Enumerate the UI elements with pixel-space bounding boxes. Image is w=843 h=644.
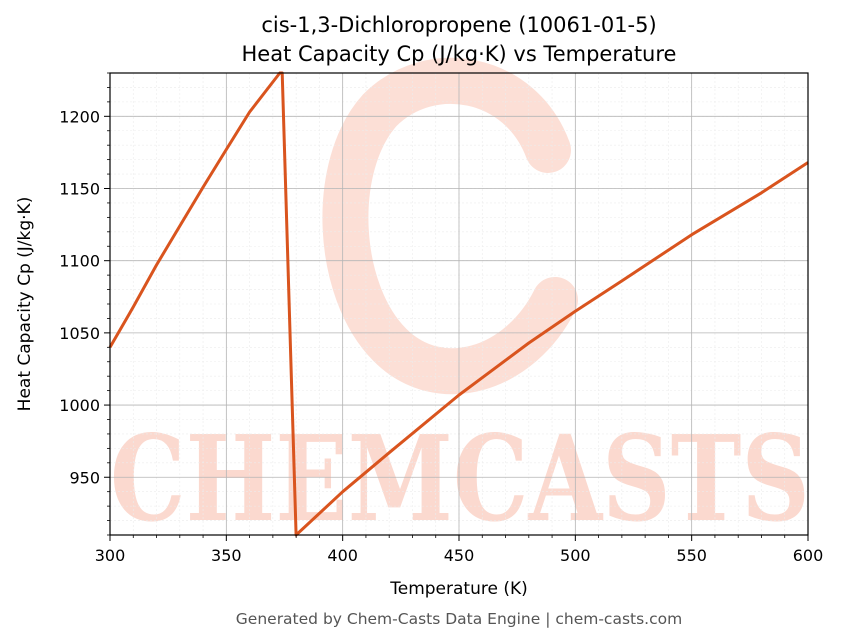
y-tick-label: 1100 [59,252,100,271]
watermark-swirl-icon [322,57,578,395]
y-tick-label: 1150 [59,180,100,199]
x-tick-label: 350 [211,546,242,565]
chart-title-line-1: cis-1,3-Dichloropropene (10061-01-5) [261,13,656,37]
x-tick-label: 550 [676,546,707,565]
x-tick-label: 450 [444,546,475,565]
y-axis-label: Heat Capacity Cp (J/kg·K) [15,197,35,412]
x-tick-label: 600 [793,546,824,565]
watermark: CHEMCASTS [110,57,810,548]
x-axis-ticks: 300 350 400 450 500 550 600 [95,535,824,565]
x-axis-label: Temperature (K) [389,579,528,599]
x-tick-label: 500 [560,546,591,565]
chart-title-line-2: Heat Capacity Cp (J/kg·K) vs Temperature [242,42,677,66]
y-axis-ticks: 950 1000 1050 1100 1150 1200 [59,72,110,536]
y-tick-label: 950 [69,468,100,487]
footer-credit: Generated by Chem-Casts Data Engine | ch… [236,610,682,628]
y-tick-label: 1200 [59,107,100,126]
x-tick-label: 400 [327,546,358,565]
y-tick-label: 1050 [59,324,100,343]
watermark-text: CHEMCASTS [110,409,810,548]
y-tick-label: 1000 [59,396,100,415]
x-tick-label: 300 [95,546,126,565]
